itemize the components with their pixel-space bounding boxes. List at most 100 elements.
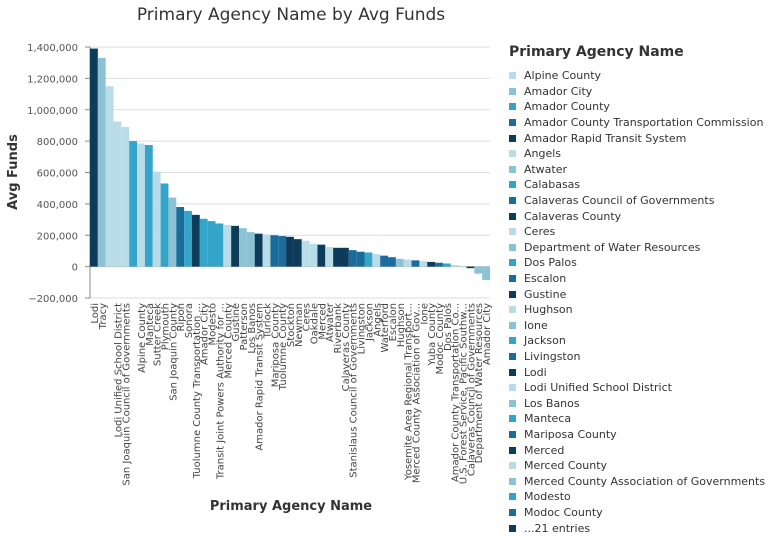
bar	[97, 57, 106, 267]
y-tick-label: 600,000	[37, 169, 78, 180]
x-tick-label: Ripon	[176, 303, 187, 332]
legend-label: Alpine County	[524, 69, 602, 83]
legend-swatch	[509, 103, 516, 111]
legend-label: Escalon	[524, 272, 567, 286]
x-tick-label: Amador City	[200, 303, 211, 365]
bar	[364, 252, 373, 267]
legend-item: Manteca	[509, 411, 774, 427]
x-tick-label: Oakdale	[310, 303, 321, 344]
x-tick-label: Tuolumne County	[278, 303, 289, 391]
bar	[207, 221, 216, 267]
bar	[105, 86, 114, 267]
legend-label: Lodi Unified School District	[524, 381, 672, 395]
legend-swatch	[509, 228, 516, 236]
x-tick-label: Yosemite Area Regional Transport...	[404, 303, 415, 481]
x-tick-label: Stockton	[286, 303, 297, 347]
legend-label: Ceres	[524, 225, 556, 239]
legend-item: Amador County Transportation Commission	[509, 115, 774, 131]
legend-item: Dos Palos	[509, 255, 774, 271]
bar	[340, 247, 349, 267]
bar	[435, 262, 443, 267]
legend-item: Jackson	[509, 333, 774, 349]
legend-item: Livingston	[509, 349, 774, 365]
legend-swatch	[509, 524, 516, 532]
legend-label: Amador Rapid Transit System	[524, 131, 687, 145]
legend-title: Primary Agency Name	[509, 44, 684, 60]
x-tick-label: Turlock	[262, 303, 273, 339]
legend-label: Modoc County	[524, 505, 603, 519]
bar	[160, 183, 169, 267]
legend-swatch	[509, 337, 516, 345]
x-tick-label: Lodi	[90, 303, 101, 324]
legend-label: Jackson	[524, 334, 566, 348]
x-tick-label: Angels	[372, 303, 383, 337]
y-tick-label: 1,000,000	[27, 106, 78, 117]
legend-item: Lodi Unified School District	[509, 380, 774, 396]
x-tick-label: Calaveras Council of Governments	[466, 303, 477, 476]
x-tick-label: Ione	[419, 303, 430, 325]
x-tick-label: Riverbank	[333, 303, 344, 354]
x-tick-label: Yuba County	[427, 303, 438, 367]
x-tick-label: Ceres	[302, 303, 313, 331]
bar	[388, 257, 396, 267]
x-tick-label: Escalon	[388, 303, 399, 341]
legend-label: Los Banos	[524, 396, 580, 410]
x-tick-label: Gustine	[231, 303, 242, 342]
legend-label: Angels	[524, 147, 562, 161]
legend-item: Merced County Association of Governments	[509, 473, 774, 489]
legend-swatch	[509, 352, 516, 360]
legend-label: Ione	[524, 318, 548, 332]
bar	[184, 210, 192, 267]
x-tick-label: Manteca	[145, 303, 156, 346]
bar	[129, 141, 138, 267]
legend-label: Calaveras County	[524, 209, 622, 223]
x-tick-label: U.S. Forest Service, Pacific Southw...	[459, 303, 470, 484]
chart-title: Primary Agency Name by Avg Funds	[137, 5, 445, 25]
y-tick-label: 200,000	[37, 231, 78, 242]
bar	[278, 236, 287, 267]
y-axis: −200,000 0 200,000 400,000 600,000 800,000 1,0…	[27, 43, 91, 305]
legend-swatch	[509, 290, 516, 298]
bar	[411, 260, 420, 267]
bar	[231, 225, 240, 267]
bar	[223, 225, 232, 267]
legend-item: Alpine County	[509, 68, 774, 84]
legend-swatch	[509, 415, 516, 423]
legend-label: Gustine	[524, 287, 567, 301]
legend-item: Modoc County	[509, 505, 774, 521]
bar	[403, 259, 412, 267]
legend-label: Calabasas	[524, 178, 581, 192]
legend-item: Los Banos	[509, 395, 774, 411]
legend-swatch	[509, 87, 516, 95]
legend-swatch	[509, 306, 516, 314]
x-tick-label: Livingston	[357, 303, 368, 354]
x-tick-label: Lodi Unified School District	[113, 303, 124, 438]
bar	[293, 239, 302, 267]
legend-label: Merced County	[524, 459, 608, 473]
legend-swatch	[509, 150, 516, 158]
x-tick-label: Dos Palos	[443, 303, 454, 351]
bar	[333, 247, 341, 267]
legend-label: Amador County Transportation Commission	[524, 116, 764, 130]
bar	[286, 236, 294, 267]
legend-item: Amador County	[509, 99, 774, 115]
y-tick-label: 0	[72, 263, 78, 274]
bar	[482, 266, 490, 280]
bar	[395, 258, 404, 267]
legend-item: Merced County	[509, 458, 774, 474]
legend-item: Amador City	[509, 84, 774, 100]
legend-item: Hughson	[509, 302, 774, 318]
x-tick-label: Amador County Transportation Co...	[451, 303, 462, 482]
x-tick-label: Sutter Creek	[153, 303, 164, 366]
bar-chart: Primary Agency Name by Avg Funds −200,00…	[6, 5, 493, 514]
x-tick-label: Modoc County	[435, 303, 446, 375]
x-tick-label: Sonora	[184, 303, 195, 338]
legend-label: Livingston	[524, 349, 581, 363]
legend-swatch	[509, 399, 516, 407]
legend-item: Atwater	[509, 162, 774, 178]
legend-swatch	[509, 321, 516, 329]
bar	[152, 171, 161, 267]
x-tick-label: Transit Joint Powers Authority for ...	[215, 303, 226, 480]
legend-item: Gustine	[509, 286, 774, 302]
y-tick-label: 1,400,000	[27, 43, 78, 54]
